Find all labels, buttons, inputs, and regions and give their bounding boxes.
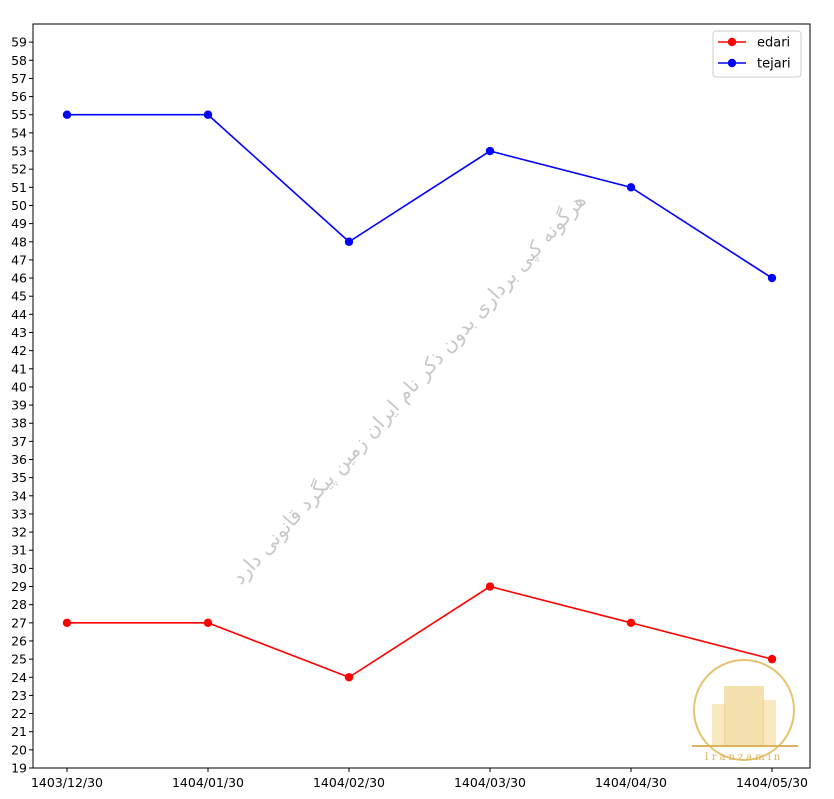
y-tick-label: 46	[11, 271, 27, 286]
data-point-tejari	[203, 110, 213, 119]
y-tick-label: 47	[11, 252, 27, 267]
legend-label-edari: edari	[757, 36, 790, 51]
legend-label-tejari: tejari	[757, 57, 791, 72]
y-tick-label: 20	[11, 742, 27, 757]
y-tick-label: 27	[11, 615, 27, 630]
y-tick-label: 30	[11, 561, 27, 576]
data-point-tejari	[485, 146, 495, 156]
y-tick-label: 23	[11, 688, 27, 703]
series-lines	[62, 110, 777, 682]
y-tick-label: 26	[11, 633, 27, 648]
data-point-edari	[203, 618, 213, 628]
data-point-tejari	[626, 183, 636, 192]
y-tick-label: 55	[11, 107, 27, 122]
legend-marker-tejari	[727, 58, 737, 68]
y-tick-label: 58	[11, 53, 27, 68]
y-tick-label: 38	[11, 416, 27, 431]
data-point-edari	[626, 618, 636, 628]
y-tick-label: 51	[11, 180, 27, 195]
y-tick-label: 41	[11, 361, 27, 376]
y-tick-label: 43	[11, 325, 27, 340]
x-tick-label: 1404/01/30	[172, 775, 244, 790]
x-axis: 1403/12/30 1404/01/30 1404/02/30 1404/03/30…	[31, 768, 808, 790]
y-tick-label: 33	[11, 506, 27, 521]
series-line-tejari	[67, 113, 773, 279]
y-tick-label: 21	[11, 724, 27, 739]
y-tick-label: 52	[11, 162, 27, 177]
data-point-edari	[485, 582, 495, 591]
y-tick-label: 25	[11, 652, 27, 667]
x-tick-label: 1404/04/30	[595, 775, 667, 790]
iranzamin-logo: Iranzamin	[692, 659, 798, 763]
y-tick-label: 32	[11, 525, 27, 540]
data-point-tejari	[767, 273, 777, 283]
x-tick-label: 1404/02/30	[313, 775, 385, 790]
y-tick-label: 29	[11, 579, 27, 594]
y-tick-label: 19	[11, 761, 27, 776]
y-tick-label: 54	[11, 125, 27, 140]
data-point-tejari	[344, 237, 354, 246]
y-tick-label: 56	[11, 89, 27, 104]
y-tick-label: 24	[11, 670, 27, 685]
y-tick-label: 48	[11, 234, 27, 249]
data-point-edari	[344, 673, 354, 682]
data-point-edari	[62, 618, 72, 628]
y-tick-label: 50	[11, 198, 27, 213]
x-tick-label: 1404/05/30	[736, 775, 808, 790]
data-point-tejari	[62, 110, 72, 119]
y-tick-label: 40	[11, 379, 27, 394]
y-tick-label: 31	[11, 543, 27, 558]
y-tick-label: 28	[11, 597, 27, 612]
plot-frame	[32, 23, 811, 769]
y-tick-label: 37	[11, 434, 27, 449]
y-tick-label: 35	[11, 470, 27, 485]
y-tick-label: 22	[11, 706, 27, 721]
y-axis: 19 20 21 22 23 24 25 26 27 28 29 30 31 32 33 34 35 36 37 38…	[11, 35, 33, 776]
y-tick-label: 42	[11, 343, 27, 358]
legend-marker-edari	[727, 37, 737, 47]
y-tick-label: 57	[11, 71, 27, 86]
plot-background	[33, 24, 810, 768]
y-tick-label: 59	[11, 35, 27, 50]
y-tick-label: 53	[11, 144, 27, 159]
y-tick-label: 45	[11, 289, 27, 304]
series-line-edari	[67, 585, 773, 679]
y-tick-label: 44	[11, 307, 27, 322]
y-tick-label: 34	[11, 488, 27, 503]
x-tick-label: 1404/03/30	[454, 775, 526, 790]
legend: edari tejari	[712, 30, 802, 78]
y-tick-label: 49	[11, 216, 27, 231]
data-point-edari	[767, 654, 777, 664]
x-tick-label: 1403/12/30	[31, 775, 103, 790]
logo-text: Iranzamin	[705, 752, 783, 763]
y-tick-label: 36	[11, 452, 27, 467]
y-tick-label: 39	[11, 398, 27, 413]
